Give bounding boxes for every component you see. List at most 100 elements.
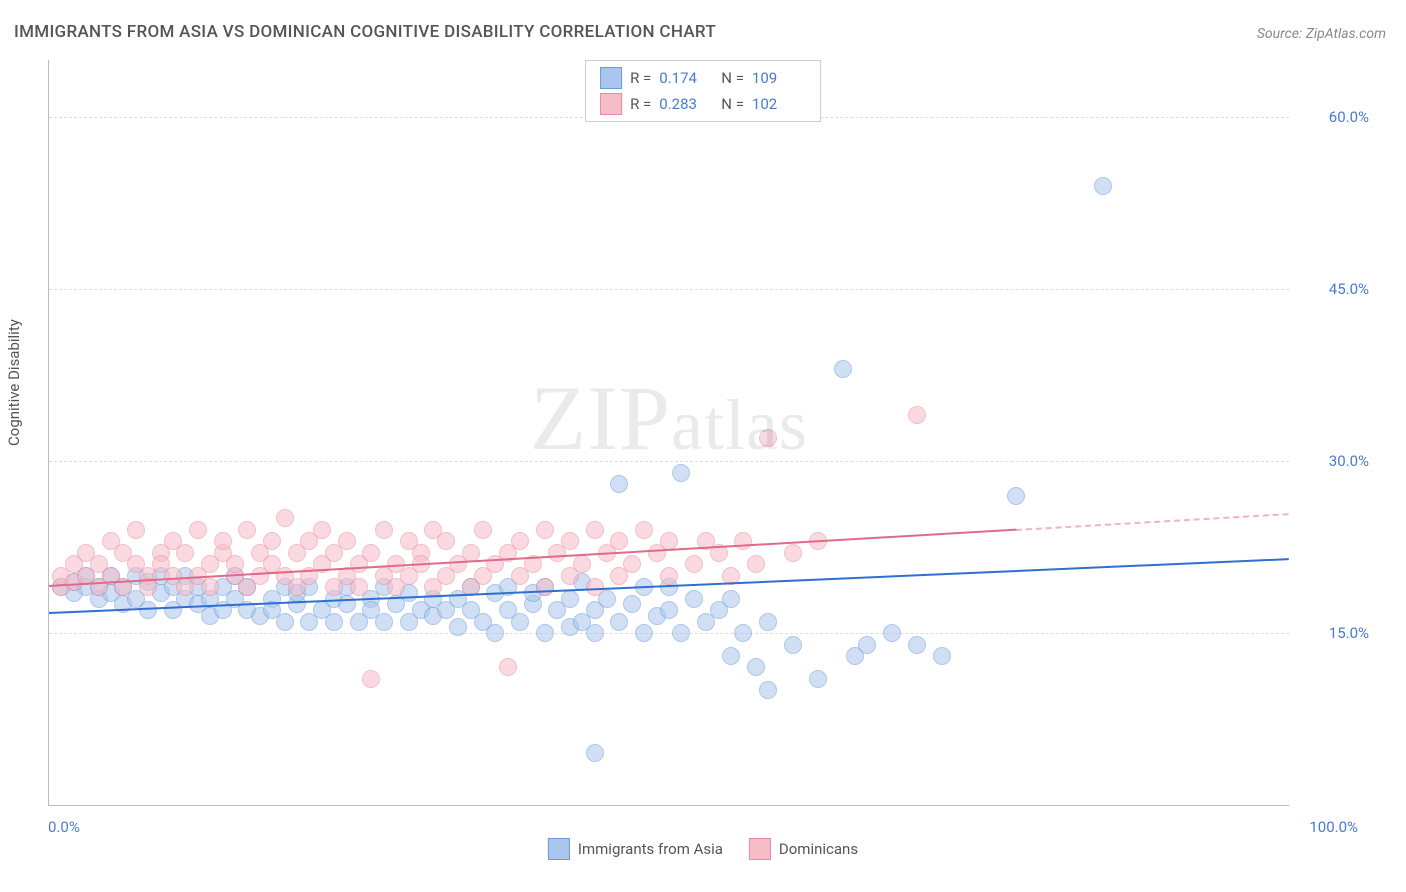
x-tick-max: 100.0% bbox=[1309, 818, 1358, 836]
data-point bbox=[214, 532, 232, 550]
data-point bbox=[536, 521, 554, 539]
y-tick-label: 15.0% bbox=[1299, 624, 1369, 642]
data-point bbox=[635, 521, 653, 539]
data-point bbox=[784, 544, 802, 562]
data-point bbox=[759, 429, 777, 447]
legend-label: Immigrants from Asia bbox=[578, 840, 723, 858]
data-point bbox=[635, 624, 653, 642]
data-point bbox=[685, 590, 703, 608]
chart-title: IMMIGRANTS FROM ASIA VS DOMINICAN COGNIT… bbox=[14, 22, 716, 42]
data-point bbox=[759, 681, 777, 699]
data-point bbox=[660, 601, 678, 619]
legend-swatch bbox=[600, 67, 622, 89]
data-point bbox=[375, 613, 393, 631]
data-point bbox=[189, 521, 207, 539]
data-point bbox=[437, 532, 455, 550]
data-point bbox=[499, 658, 517, 676]
data-point bbox=[362, 544, 380, 562]
data-point bbox=[623, 555, 641, 573]
data-point bbox=[834, 360, 852, 378]
legend-swatch bbox=[548, 838, 570, 860]
data-point bbox=[139, 601, 157, 619]
data-point bbox=[362, 670, 380, 688]
data-point bbox=[784, 636, 802, 654]
data-point bbox=[672, 464, 690, 482]
data-point bbox=[734, 624, 752, 642]
data-point bbox=[722, 647, 740, 665]
data-point bbox=[201, 578, 219, 596]
legend-row: R = 0.283 N = 102 bbox=[600, 91, 806, 117]
data-point bbox=[660, 567, 678, 585]
data-point bbox=[313, 521, 331, 539]
data-point bbox=[350, 578, 368, 596]
legend-n-label: N = bbox=[721, 95, 744, 113]
legend-swatch bbox=[749, 838, 771, 860]
data-point bbox=[586, 624, 604, 642]
series-legend: Immigrants from Asia Dominicans bbox=[548, 838, 858, 860]
watermark: ZIPatlas bbox=[530, 365, 808, 471]
data-point bbox=[722, 590, 740, 608]
correlation-legend: R = 0.174 N = 109 R = 0.283 N = 102 bbox=[585, 60, 821, 122]
data-point bbox=[747, 658, 765, 676]
data-point bbox=[908, 636, 926, 654]
data-point bbox=[536, 624, 554, 642]
data-point bbox=[759, 613, 777, 631]
gridline bbox=[49, 289, 1289, 290]
legend-n-value: 102 bbox=[752, 95, 806, 113]
legend-r-value: 0.283 bbox=[659, 95, 713, 113]
data-point bbox=[610, 613, 628, 631]
data-point bbox=[176, 544, 194, 562]
legend-swatch bbox=[600, 93, 622, 115]
y-tick-label: 45.0% bbox=[1299, 280, 1369, 298]
legend-r-label: R = bbox=[630, 95, 651, 113]
y-tick-label: 30.0% bbox=[1299, 452, 1369, 470]
data-point bbox=[858, 636, 876, 654]
data-point bbox=[263, 532, 281, 550]
data-point bbox=[933, 647, 951, 665]
legend-item: Dominicans bbox=[749, 838, 858, 860]
data-point bbox=[586, 521, 604, 539]
data-point bbox=[511, 613, 529, 631]
data-point bbox=[610, 532, 628, 550]
data-point bbox=[809, 670, 827, 688]
data-point bbox=[536, 578, 554, 596]
y-tick-label: 60.0% bbox=[1299, 108, 1369, 126]
data-point bbox=[474, 521, 492, 539]
data-point bbox=[586, 744, 604, 762]
data-point bbox=[883, 624, 901, 642]
legend-label: Dominicans bbox=[779, 840, 858, 858]
data-point bbox=[511, 532, 529, 550]
legend-r-value: 0.174 bbox=[659, 69, 713, 87]
data-point bbox=[276, 509, 294, 527]
gridline bbox=[49, 633, 1289, 634]
legend-row: R = 0.174 N = 109 bbox=[600, 65, 806, 91]
data-point bbox=[610, 475, 628, 493]
data-point bbox=[226, 555, 244, 573]
data-point bbox=[486, 624, 504, 642]
x-tick-min: 0.0% bbox=[48, 818, 80, 836]
data-point bbox=[276, 613, 294, 631]
data-point bbox=[1007, 487, 1025, 505]
data-point bbox=[338, 532, 356, 550]
data-point bbox=[238, 521, 256, 539]
legend-n-value: 109 bbox=[752, 69, 806, 87]
source-attribution: Source: ZipAtlas.com bbox=[1257, 26, 1386, 42]
data-point bbox=[685, 555, 703, 573]
data-point bbox=[561, 532, 579, 550]
scatter-chart: ZIPatlas 15.0%30.0%45.0%60.0% bbox=[48, 60, 1289, 806]
y-axis-label: Cognitive Disability bbox=[5, 319, 23, 446]
data-point bbox=[573, 555, 591, 573]
data-point bbox=[734, 532, 752, 550]
data-point bbox=[747, 555, 765, 573]
data-point bbox=[1094, 177, 1112, 195]
legend-item: Immigrants from Asia bbox=[548, 838, 723, 860]
data-point bbox=[908, 406, 926, 424]
data-point bbox=[325, 613, 343, 631]
data-point bbox=[449, 618, 467, 636]
legend-r-label: R = bbox=[630, 69, 651, 87]
data-point bbox=[127, 521, 145, 539]
gridline bbox=[49, 461, 1289, 462]
data-point bbox=[672, 624, 690, 642]
legend-n-label: N = bbox=[721, 69, 744, 87]
trend-line-dashed bbox=[1016, 513, 1289, 531]
